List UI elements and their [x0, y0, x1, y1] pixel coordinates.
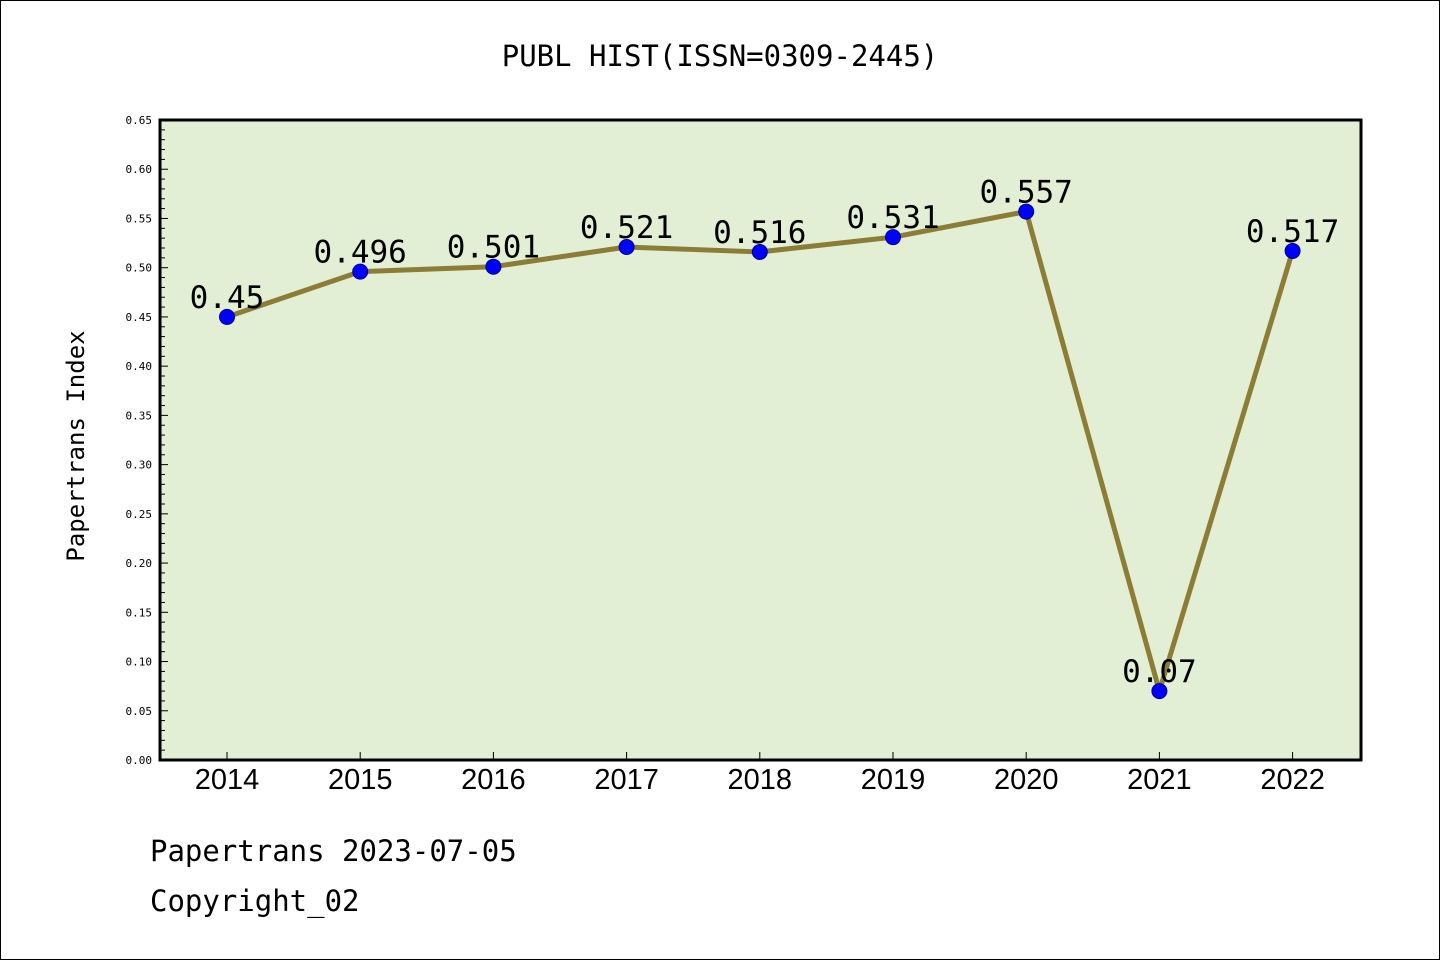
y-tick-label: 0.30: [126, 459, 153, 472]
data-point: [1018, 203, 1035, 220]
data-point: [219, 308, 235, 325]
y-tick-label: 0.00: [126, 754, 153, 767]
x-tick-label: 2014: [195, 764, 260, 796]
data-label: 0.521: [580, 210, 673, 246]
y-tick-label: 0.55: [126, 212, 153, 225]
y-tick-label: 0.10: [126, 656, 153, 669]
x-tick-label: 2015: [328, 764, 393, 796]
x-tick-label: 2021: [1127, 764, 1192, 796]
x-tick-label: 2020: [994, 764, 1059, 796]
y-tick-label: 0.65: [126, 114, 153, 127]
y-axis-label: Papertrans Index: [62, 330, 90, 561]
data-point: [618, 239, 635, 256]
data-label: 0.45: [190, 280, 265, 316]
chart-title: PUBL HIST(ISSN=0309-2445): [502, 39, 939, 73]
data-points: [219, 203, 1301, 700]
x-tick-label: 2018: [728, 764, 793, 796]
y-axis-ticks: 0.00 0.05 0.10 0.15 0.20 0.25 0.30 0.35 0.40 0.45…: [126, 114, 168, 767]
x-axis-ticks: 2014 2015 2016 2017 2018 2019 2020 2021 2022: [195, 752, 1325, 796]
data-label: 0.496: [314, 235, 407, 271]
data-labels: 0.45 0.496 0.501 0.521 0.516 0.531 0.557 0.07 0.…: [190, 175, 1340, 691]
data-label: 0.557: [980, 175, 1073, 211]
x-tick-label: 2016: [461, 764, 526, 796]
plot-area: [158, 118, 1363, 762]
y-tick-label: 0.20: [126, 557, 153, 570]
data-point: [485, 258, 502, 275]
x-tick-label: 2022: [1260, 764, 1325, 796]
y-tick-label: 0.60: [126, 163, 153, 176]
y-tick-label: 0.25: [126, 508, 153, 521]
y-tick-label: 0.45: [126, 311, 153, 324]
y-tick-label: 0.05: [126, 705, 153, 718]
footer-copyright: Copyright_02: [150, 884, 360, 918]
data-label: 0.517: [1246, 214, 1339, 250]
data-label: 0.501: [447, 230, 540, 266]
y-tick-label: 0.35: [126, 409, 153, 422]
data-label: 0.516: [713, 215, 806, 251]
footer-date: Papertrans 2023-07-05: [150, 834, 517, 868]
data-label: 0.07: [1122, 654, 1197, 690]
x-tick-label: 2017: [594, 764, 659, 796]
data-point: [1151, 683, 1168, 700]
data-point: [1284, 242, 1301, 259]
y-tick-label: 0.15: [126, 606, 153, 619]
data-point: [352, 263, 369, 280]
data-label: 0.531: [846, 200, 939, 236]
data-point: [751, 243, 768, 260]
y-tick-label: 0.50: [126, 262, 153, 275]
data-point: [885, 229, 901, 246]
y-tick-label: 0.40: [126, 360, 153, 373]
x-tick-label: 2019: [861, 764, 926, 796]
